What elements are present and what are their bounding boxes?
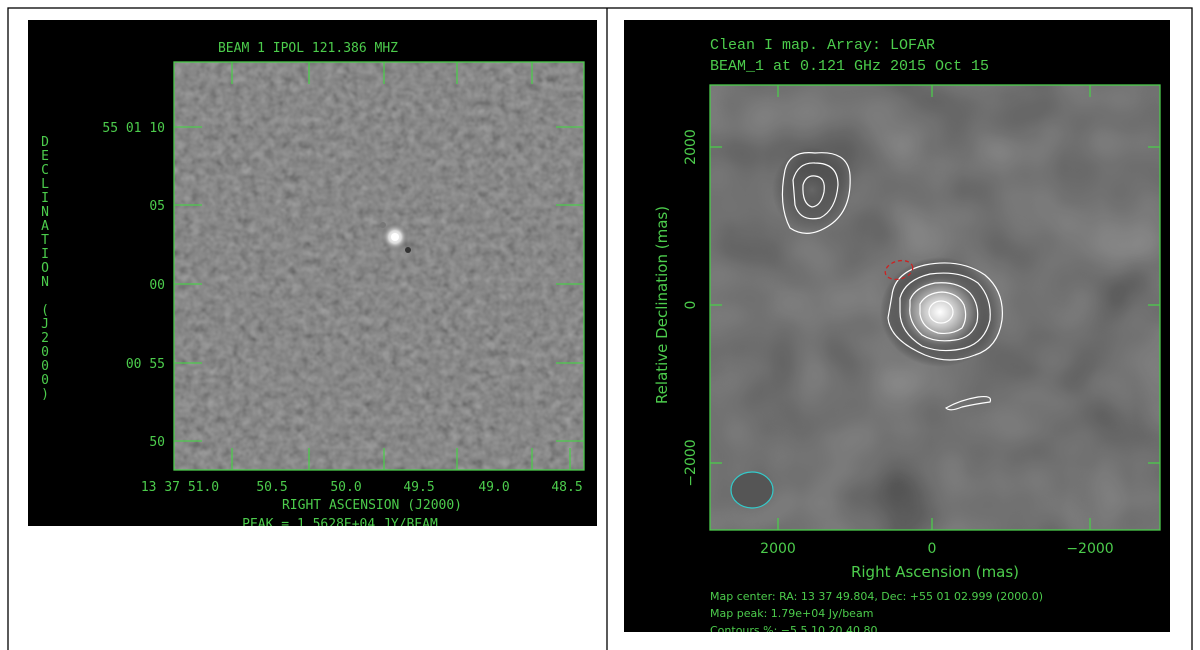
right-title: Clean I map. Array: LOFAR [710, 37, 935, 54]
y-axis-label: DECLINATION (J2000) [38, 135, 53, 401]
right-image: Clean I map. Array: LOFAR BEAM_1 at 0.12… [624, 20, 1170, 637]
footer-line: Map peak: 1.79e+04 Jy/beam [710, 607, 873, 620]
beam-ellipse [731, 472, 773, 508]
left-image: BEAM 1 IPOL 121.386 MHZ 55 01 10 05 00 0… [28, 20, 597, 532]
right-subtitle: BEAM_1 at 0.121 GHz 2015 Oct 15 [710, 58, 989, 75]
x-label: 49.5 [403, 480, 434, 495]
x-label: 13 37 51.0 [141, 480, 219, 495]
footer-line: Contours %: −5 5 10 20 40 80 [710, 624, 878, 637]
document: BEAM 1 IPOL 121.386 MHZ 55 01 10 05 00 0… [0, 0, 1200, 650]
left-title: BEAM 1 IPOL 121.386 MHZ [218, 41, 398, 56]
y-label: 00 [149, 278, 165, 293]
x-axis-label: Right Ascension (mas) [851, 563, 1019, 581]
x-label: 0 [928, 541, 937, 557]
y-label: 05 [149, 199, 165, 214]
y-axis-label: Relative Declination (mas) [653, 206, 671, 404]
y-label: 2000 [683, 129, 699, 165]
y-label: 0 [683, 301, 699, 310]
peak-label: PEAK = 1.5628E+04 JY/BEAM [242, 517, 438, 532]
x-label: 2000 [760, 541, 796, 557]
y-label: 00 55 [126, 357, 165, 372]
footer-line: Map center: RA: 13 37 49.804, Dec: +55 0… [710, 590, 1043, 603]
x-label: 50.5 [256, 480, 287, 495]
x-label: 50.0 [330, 480, 361, 495]
y-label: 50 [149, 435, 165, 450]
x-label: 49.0 [478, 480, 509, 495]
y-label: −2000 [683, 439, 699, 486]
x-label: −2000 [1066, 541, 1113, 557]
x-axis-label: RIGHT ASCENSION (J2000) [282, 498, 462, 513]
y-label: 55 01 10 [102, 121, 165, 136]
x-label: 48.5 [551, 480, 582, 495]
page: BEAM 1 IPOL 121.386 MHZ 55 01 10 05 00 0… [0, 0, 1200, 650]
